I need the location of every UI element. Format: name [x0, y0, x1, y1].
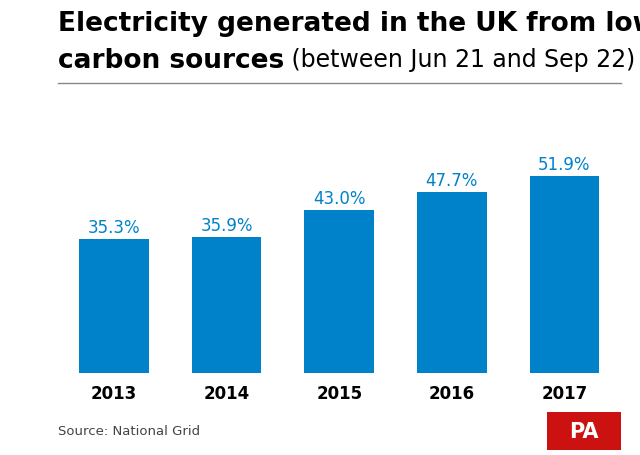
Text: Electricity generated in the UK from low: Electricity generated in the UK from low — [58, 11, 640, 37]
Text: 35.9%: 35.9% — [200, 217, 253, 234]
Bar — [304, 210, 374, 373]
Text: PA: PA — [569, 421, 599, 441]
Text: 51.9%: 51.9% — [538, 156, 591, 174]
Text: 47.7%: 47.7% — [426, 172, 478, 190]
Bar — [79, 239, 149, 373]
Bar — [417, 192, 487, 373]
Text: 43.0%: 43.0% — [313, 189, 365, 207]
Bar — [191, 237, 262, 373]
Text: Source: National Grid: Source: National Grid — [58, 424, 200, 437]
Text: 35.3%: 35.3% — [88, 219, 140, 237]
Text: carbon sources: carbon sources — [58, 48, 284, 74]
Bar — [529, 177, 600, 373]
Text: (between Jun 21 and Sep 22): (between Jun 21 and Sep 22) — [284, 48, 635, 72]
